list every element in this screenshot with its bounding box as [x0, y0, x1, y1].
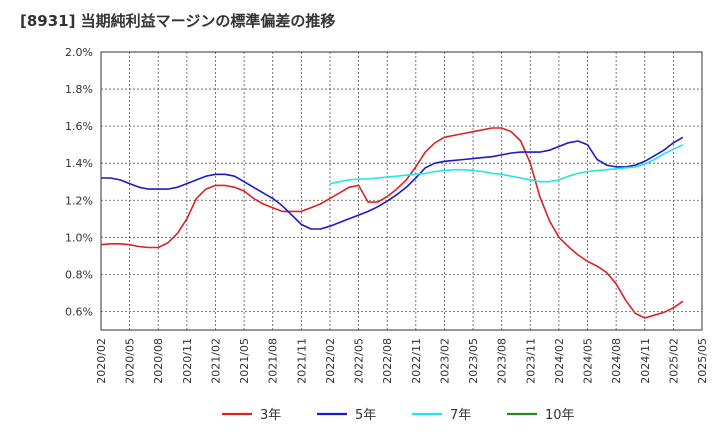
legend: 3年 5年 7年 10年 — [222, 408, 575, 423]
x-tick-label: 2023/08 — [496, 338, 509, 384]
x-tick-label: 2021/11 — [295, 338, 308, 384]
x-tick-label: 2022/05 — [353, 338, 366, 384]
x-tick-label: 2024/02 — [553, 338, 566, 384]
legend-label: 5年 — [355, 408, 376, 423]
y-tick-label: 0.6% — [65, 305, 93, 318]
series-line — [329, 143, 684, 185]
x-tick-label: 2023/05 — [467, 338, 480, 384]
series-lines — [100, 127, 684, 319]
x-axis-ticks: 2020/02 2020/05 2020/08 2020/11 2021/02 2021/… — [95, 338, 709, 384]
x-tick-label: 2022/11 — [410, 338, 423, 384]
x-tick-label: 2022/02 — [324, 338, 337, 384]
x-tick-label: 2021/05 — [238, 338, 251, 384]
legend-label: 3年 — [260, 408, 281, 423]
x-tick-label: 2025/05 — [696, 338, 709, 384]
y-tick-label: 2.0% — [65, 46, 93, 59]
legend-label: 7年 — [450, 408, 471, 423]
y-tick-label: 1.0% — [65, 231, 93, 244]
y-tick-label: 1.2% — [65, 194, 93, 207]
chart-title: [8931] 当期純利益マージンの標準偏差の推移 — [20, 12, 336, 30]
legend-item: 5年 — [317, 408, 376, 423]
y-tick-label: 1.4% — [65, 157, 93, 170]
legend-label: 10年 — [545, 408, 575, 423]
plot-frame — [100, 51, 703, 331]
legend-item: 7年 — [412, 408, 471, 423]
x-tick-label: 2020/02 — [95, 338, 108, 384]
series-line — [100, 127, 684, 319]
x-tick-label: 2024/11 — [639, 338, 652, 384]
y-tick-label: 1.8% — [65, 83, 93, 96]
x-tick-label: 2021/08 — [267, 338, 280, 384]
y-axis-ticks: 2.0% 1.8% 1.6% 1.4% 1.2% 1.0% 0.8% 0.6% — [65, 46, 93, 318]
x-tick-label: 2025/02 — [667, 338, 680, 384]
x-tick-label: 2024/05 — [582, 338, 595, 384]
x-tick-label: 2021/02 — [209, 338, 222, 384]
x-tick-label: 2020/08 — [152, 338, 165, 384]
series-line — [101, 136, 684, 230]
y-tick-label: 0.8% — [65, 268, 93, 281]
x-tick-label: 2020/11 — [181, 338, 194, 384]
y-tick-label: 1.6% — [65, 120, 93, 133]
x-tick-label: 2024/08 — [610, 338, 623, 384]
x-tick-label: 2023/02 — [438, 338, 451, 384]
x-tick-label: 2022/08 — [381, 338, 394, 384]
x-tick-label: 2023/11 — [524, 338, 537, 384]
legend-item: 10年 — [507, 408, 575, 423]
legend-item: 3年 — [222, 408, 281, 423]
x-tick-label: 2020/05 — [124, 338, 137, 384]
